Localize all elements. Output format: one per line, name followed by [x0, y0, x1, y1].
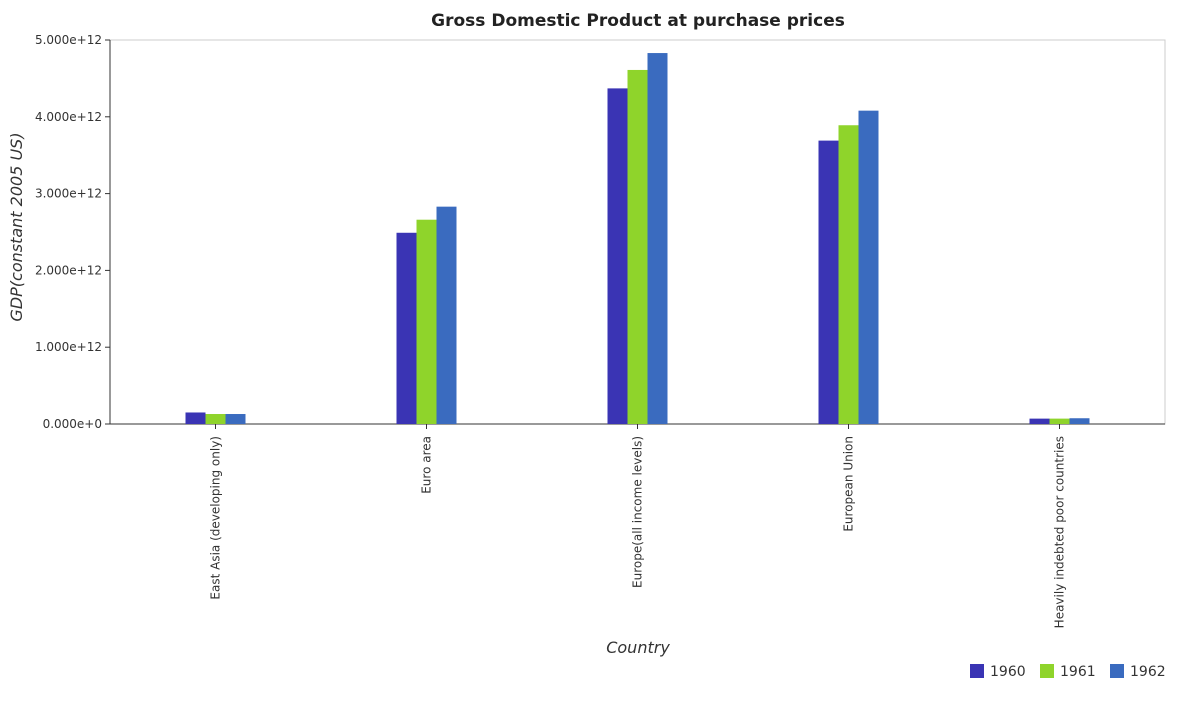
bar-1962-3: [858, 110, 879, 424]
bar-1961-0: [205, 414, 226, 424]
bar-1962-0: [225, 414, 246, 424]
chart-title: Gross Domestic Product at purchase price…: [431, 11, 845, 31]
y-tick-label: 3.000e+12: [35, 187, 102, 201]
y-tick-label: 4.000e+12: [35, 110, 102, 124]
x-tick-label: East Asia (developing only): [209, 436, 223, 600]
y-tick-label: 1.000e+12: [35, 340, 102, 354]
legend: 1960 1961 1962: [970, 664, 1166, 680]
bar-1960-0: [185, 412, 206, 424]
bar-1960-3: [818, 140, 839, 424]
x-tick-label: Europe(all income levels): [631, 436, 645, 588]
legend-label: 1960: [990, 664, 1026, 680]
bar-1962-4: [1069, 418, 1090, 424]
x-axis-title: Country: [606, 638, 670, 657]
legend-swatch-1961: [1040, 664, 1054, 678]
x-tick-label: European Union: [842, 436, 856, 532]
x-tick-label: Euro area: [420, 436, 434, 494]
y-axis-title: GDP(constant 2005 US): [7, 132, 26, 321]
y-tick-label: 5.000e+12: [35, 33, 102, 47]
bar-1961-3: [838, 125, 859, 425]
legend-swatch-1962: [1110, 664, 1124, 678]
legend-swatch-1960: [970, 664, 984, 678]
legend-label: 1962: [1130, 664, 1166, 680]
bar-1962-2: [647, 53, 668, 424]
bar-1962-1: [436, 206, 457, 424]
y-tick-labels: 0.000e+0 1.000e+12 2.000e+12 3.000e+12 4.000…: [35, 33, 102, 431]
bar-1960-1: [396, 232, 417, 424]
bar-1960-4: [1029, 418, 1050, 424]
bar-1961-4: [1049, 418, 1070, 424]
y-tick-label: 2.000e+12: [35, 263, 102, 277]
bar-1960-2: [607, 88, 628, 424]
bar-1961-2: [627, 69, 648, 425]
bar-1961-1: [416, 219, 437, 424]
bars: [185, 53, 1090, 425]
x-tick-labels: East Asia (developing only) Euro area Euro…: [209, 436, 1067, 628]
y-tick-label: 0.000e+0: [43, 417, 102, 431]
legend-label: 1961: [1060, 664, 1096, 680]
x-tick-label: Heavily indebted poor countries: [1053, 436, 1067, 628]
